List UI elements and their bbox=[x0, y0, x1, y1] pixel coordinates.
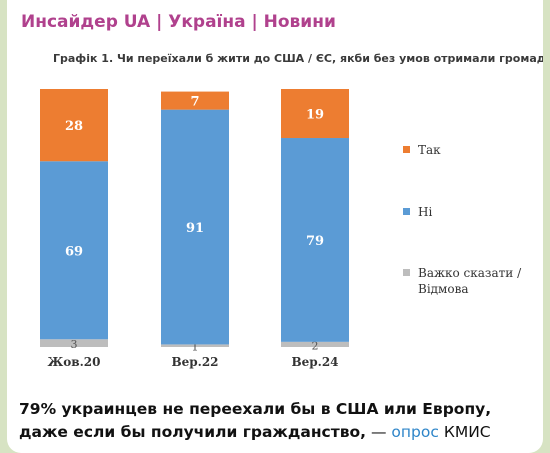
legend-label-ні: Ні bbox=[418, 205, 432, 219]
data-label-важко-сказати-відмова-вер-22: 1 bbox=[192, 341, 199, 354]
data-label-важко-сказати-відмова-жов-20: 3 bbox=[71, 338, 78, 351]
data-label-так-вер-22: 7 bbox=[190, 95, 199, 110]
message-text-bold: 79% украинцев не переехали бы в США или … bbox=[19, 400, 492, 441]
message-tail: КМИС bbox=[438, 423, 491, 441]
bar-так-вер-24 bbox=[281, 89, 349, 139]
data-label-так-вер-24: 19 bbox=[306, 108, 324, 123]
legend-swatch-ні bbox=[403, 208, 410, 215]
bar-ні-вер-24 bbox=[281, 138, 349, 342]
legend-label-так: Так bbox=[418, 143, 441, 157]
chart-title: Графік 1. Чи переїхали б жити до США / Є… bbox=[53, 52, 543, 65]
bar-ні-жов-20 bbox=[40, 161, 108, 340]
message-bubble: Инсайдер UA | Україна | Новини Графік 1.… bbox=[7, 0, 543, 453]
bar-важко-сказати-відмова-вер-24 bbox=[281, 341, 349, 347]
legend-swatch-важко-сказати-відмова bbox=[403, 269, 410, 276]
bar-важко-сказати-відмова-вер-22 bbox=[161, 344, 229, 347]
data-label-важко-сказати-відмова-вер-24: 2 bbox=[312, 339, 319, 352]
message-text: 79% украинцев не переехали бы в США или … bbox=[19, 398, 534, 444]
data-label-так-жов-20: 28 bbox=[65, 119, 83, 134]
legend-label-важко-сказати-відмова: Важко сказати / Відмова bbox=[418, 266, 522, 296]
poll-link[interactable]: опрос bbox=[391, 423, 439, 441]
bar-ні-вер-22 bbox=[161, 109, 229, 345]
category-label-вер-24: Вер.24 bbox=[291, 355, 338, 369]
message-dash: — bbox=[366, 423, 392, 441]
bar-так-жов-20 bbox=[40, 89, 108, 162]
message-image[interactable]: Графік 1. Чи переїхали б жити до США / Є… bbox=[7, 40, 543, 388]
data-label-ні-вер-22: 91 bbox=[186, 221, 204, 236]
data-label-ні-жов-20: 69 bbox=[65, 244, 83, 259]
bar-так-вер-22 bbox=[161, 91, 229, 110]
legend-swatch-так bbox=[403, 146, 410, 153]
stacked-bar-chart: Графік 1. Чи переїхали б жити до США / Є… bbox=[40, 52, 543, 369]
channel-name[interactable]: Инсайдер UA | Україна | Новини bbox=[21, 12, 336, 32]
bar-важко-сказати-відмова-жов-20 bbox=[40, 339, 108, 347]
category-label-вер-22: Вер.22 bbox=[171, 355, 218, 369]
category-label-жов-20: Жов.20 bbox=[48, 355, 101, 369]
data-label-ні-вер-24: 79 bbox=[306, 234, 324, 249]
